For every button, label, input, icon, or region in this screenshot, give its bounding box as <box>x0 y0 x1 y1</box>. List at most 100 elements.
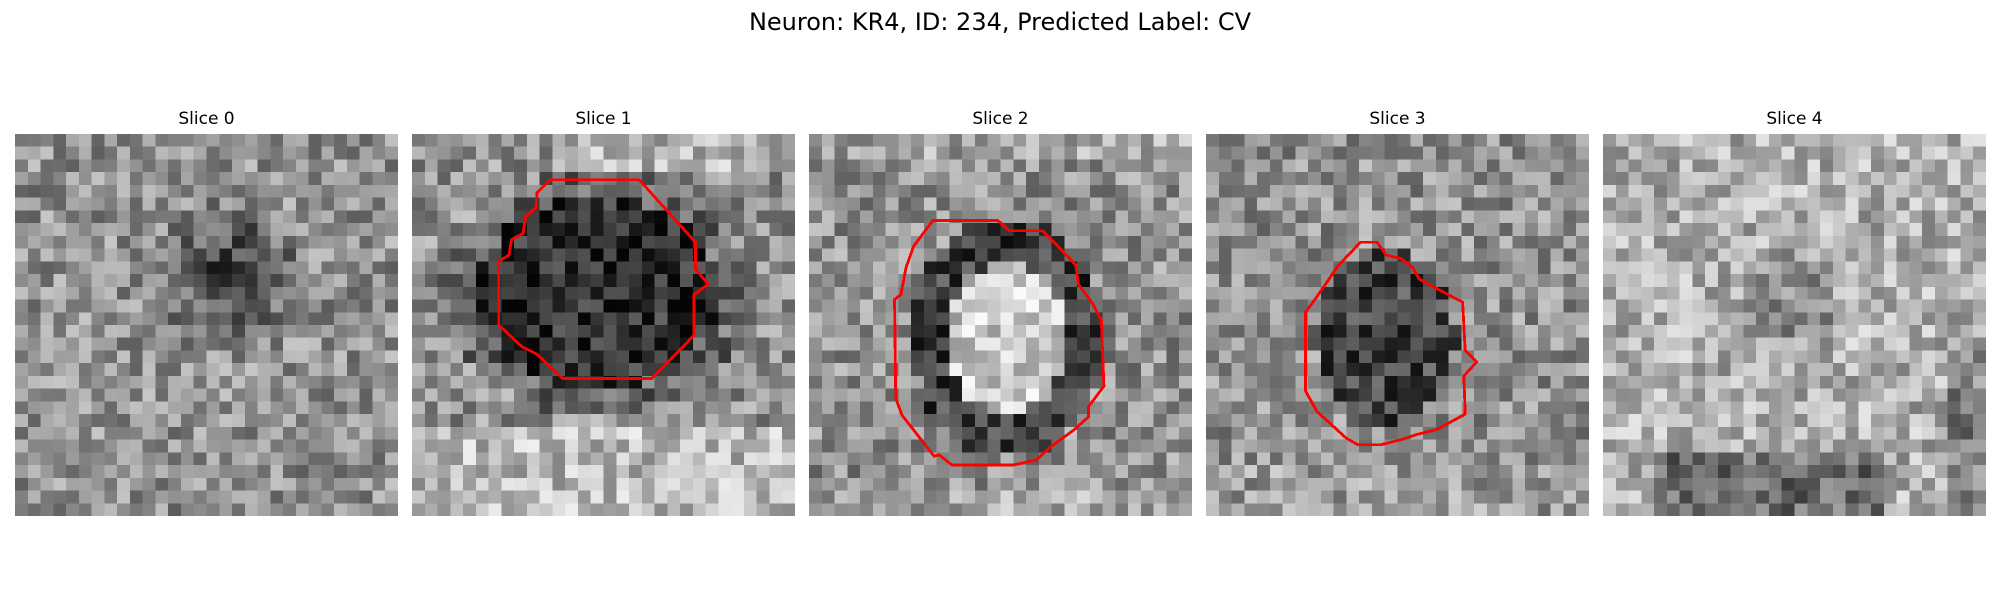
image-pixel <box>15 337 29 351</box>
image-pixel <box>1781 134 1795 147</box>
image-pixel <box>27 477 41 491</box>
image-pixel <box>91 375 105 389</box>
image-pixel <box>1692 286 1706 300</box>
image-pixel <box>1257 197 1271 211</box>
image-pixel <box>27 299 41 313</box>
image-pixel <box>27 401 41 415</box>
image-pixel <box>847 134 861 147</box>
image-pixel <box>834 299 848 313</box>
image-pixel <box>1218 146 1232 160</box>
image-pixel <box>142 337 156 351</box>
image-pixel <box>372 375 386 389</box>
image-pixel <box>1807 477 1821 491</box>
image-pixel <box>91 172 105 186</box>
image-pixel <box>232 363 246 377</box>
image-pixel <box>334 375 348 389</box>
image-pixel <box>1218 465 1232 479</box>
image-pixel <box>1320 375 1334 389</box>
image-pixel <box>1077 172 1091 186</box>
image-pixel <box>1346 452 1360 466</box>
image-pixel <box>1563 312 1577 326</box>
image-pixel <box>552 235 566 249</box>
image-pixel <box>1077 426 1091 440</box>
image-pixel <box>1448 477 1462 491</box>
image-pixel <box>577 248 591 262</box>
image-pixel <box>731 248 745 262</box>
image-pixel <box>1679 184 1693 198</box>
image-pixel <box>1257 426 1271 440</box>
image-pixel <box>463 465 477 479</box>
image-pixel <box>1359 490 1373 504</box>
slice-panel-0: Slice 0 <box>15 108 398 516</box>
image-pixel <box>782 210 795 224</box>
image-pixel <box>1512 490 1526 504</box>
image-pixel <box>577 134 591 147</box>
image-pixel <box>1333 452 1347 466</box>
image-pixel <box>1461 146 1475 160</box>
image-pixel <box>372 465 386 479</box>
image-pixel <box>1820 184 1834 198</box>
image-pixel <box>641 134 655 147</box>
image-pixel <box>885 414 899 428</box>
image-pixel <box>1000 235 1014 249</box>
image-pixel <box>769 210 783 224</box>
image-pixel <box>514 439 528 453</box>
image-pixel <box>782 490 795 504</box>
image-pixel <box>180 134 194 147</box>
image-pixel <box>1102 172 1116 186</box>
image-pixel <box>1038 375 1052 389</box>
image-pixel <box>1922 439 1936 453</box>
image-pixel <box>1537 146 1551 160</box>
slice-image-3 <box>1206 134 1589 516</box>
image-pixel <box>257 325 271 338</box>
image-pixel <box>1346 465 1360 479</box>
image-pixel <box>809 172 823 186</box>
image-pixel <box>577 401 591 415</box>
image-pixel <box>142 274 156 288</box>
image-pixel <box>424 261 438 275</box>
image-pixel <box>821 274 835 288</box>
image-pixel <box>270 261 284 275</box>
image-pixel <box>1730 274 1744 288</box>
image-pixel <box>27 439 41 453</box>
image-pixel <box>1896 490 1910 504</box>
image-pixel <box>1666 299 1680 313</box>
image-pixel <box>552 197 566 211</box>
image-pixel <box>1410 414 1424 428</box>
image-pixel <box>974 299 988 313</box>
image-pixel <box>1499 172 1513 186</box>
image-pixel <box>270 197 284 211</box>
image-pixel <box>1692 172 1706 186</box>
image-pixel <box>372 477 386 491</box>
image-pixel <box>346 274 360 288</box>
image-pixel <box>1705 312 1719 326</box>
image-pixel <box>193 490 207 504</box>
image-pixel <box>1692 197 1706 211</box>
image-pixel <box>834 286 848 300</box>
image-pixel <box>1922 274 1936 288</box>
image-pixel <box>359 210 373 224</box>
image-pixel <box>1435 312 1449 326</box>
image-pixel <box>334 299 348 313</box>
image-pixel <box>552 401 566 415</box>
image-pixel <box>1603 248 1617 262</box>
image-pixel <box>1563 261 1577 275</box>
image-pixel <box>1768 350 1782 364</box>
image-pixel <box>321 299 335 313</box>
image-pixel <box>603 414 617 428</box>
image-pixel <box>463 274 477 288</box>
image-pixel <box>1794 465 1808 479</box>
image-pixel <box>565 465 579 479</box>
image-pixel <box>1435 426 1449 440</box>
image-pixel <box>1026 375 1040 389</box>
image-pixel <box>756 350 770 364</box>
image-pixel <box>782 337 795 351</box>
image-pixel <box>1537 503 1551 516</box>
image-pixel <box>283 223 297 237</box>
image-pixel <box>860 248 874 262</box>
image-pixel <box>1756 184 1770 198</box>
image-pixel <box>692 465 706 479</box>
image-pixel <box>616 286 630 300</box>
image-pixel <box>1909 312 1923 326</box>
image-pixel <box>1308 261 1322 275</box>
